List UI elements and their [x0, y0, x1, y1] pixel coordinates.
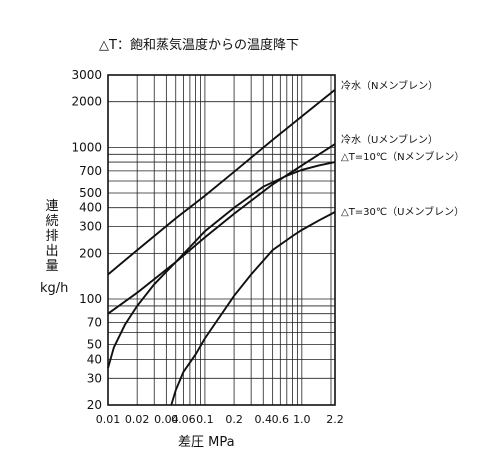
y-axis-label-char: 出 [45, 244, 58, 259]
y-tick-label: 3000 [71, 68, 102, 82]
y-tick-label: 2000 [71, 95, 102, 109]
x-tick-label: 0.06 [171, 413, 196, 426]
y-tick-label: 40 [87, 352, 102, 366]
x-tick-label: 0.2 [225, 413, 243, 426]
y-axis-label-char: 排 [45, 229, 58, 244]
series-line-1 [107, 88, 336, 276]
x-tick-labels: 0.01 0.02 0.040.06 0.1 0.2 0.4 0.6 1.0 2.2 [96, 413, 344, 426]
series-line-3 [107, 161, 336, 369]
y-grid [108, 74, 335, 406]
x-tick-label: 0.4 [255, 413, 273, 426]
y-tick-label: 100 [79, 292, 102, 306]
series-labels: 冷水（Nメンブレン） 冷水（Uメンブレン） △T=10℃（Nメンブレン） △T=30℃… [341, 79, 464, 218]
y-tick-label: 20 [87, 398, 102, 412]
y-tick-label: 50 [87, 338, 102, 352]
x-tick-label: 0.04 [154, 413, 179, 426]
chart-title: △T：飽和蒸気温度からの温度降下 [99, 37, 299, 53]
series-label-4: △T=30℃（Uメンブレン） [341, 205, 464, 218]
y-axis-label-char: 続 [45, 214, 58, 229]
x-tick-label: 1.0 [293, 413, 311, 426]
y-tick-label: 1000 [71, 140, 102, 154]
x-tick-label: 0.02 [125, 413, 150, 426]
y-axis-label-char: 連 [45, 199, 58, 214]
x-grid [107, 75, 336, 405]
y-tick-label: 300 [79, 220, 102, 234]
y-tick-label: 500 [79, 186, 102, 200]
y-tick-label: 700 [79, 164, 102, 178]
y-tick-label: 400 [79, 201, 102, 215]
y-axis-unit: kg/h [40, 281, 68, 296]
series-label-1: 冷水（Nメンブレン） [341, 79, 438, 92]
y-tick-label: 70 [87, 315, 102, 329]
series-label-2: 冷水（Uメンブレン） [341, 133, 438, 146]
x-tick-label: 0.6 [272, 413, 290, 426]
x-axis-label: 差圧 MPa [178, 435, 235, 450]
x-tick-label: 2.2 [326, 413, 344, 426]
y-axis-label-char: 量 [45, 259, 58, 274]
series-curves [107, 88, 336, 406]
x-tick-label: 0.1 [196, 413, 214, 426]
plot-frame [107, 74, 336, 406]
series-label-3: △T=10℃（Nメンブレン） [341, 150, 464, 163]
series-line-4 [170, 211, 336, 406]
y-tick-label: 200 [79, 246, 102, 260]
x-tick-label: 0.01 [96, 413, 121, 426]
series-line-2 [107, 143, 336, 315]
y-tick-label: 30 [87, 371, 102, 385]
